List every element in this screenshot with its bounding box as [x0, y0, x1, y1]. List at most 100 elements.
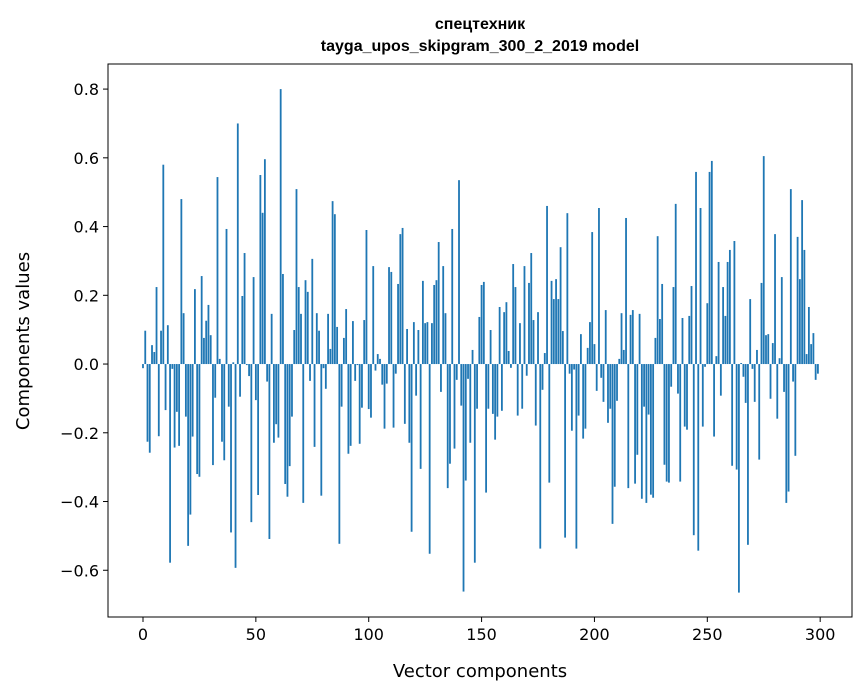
bar-component-183	[555, 279, 557, 365]
bar-component-216	[629, 314, 632, 365]
bar-component-104	[376, 354, 379, 365]
bar-component-282	[778, 358, 781, 365]
bar-component-97	[361, 364, 363, 408]
bar-component-143	[464, 364, 467, 481]
bar-component-44	[241, 295, 244, 365]
bar-component-17	[180, 199, 183, 365]
bar-component-226	[652, 364, 655, 498]
bar-component-65	[288, 364, 291, 467]
y-axis-label: Components values	[13, 252, 34, 430]
bar-component-131	[437, 242, 440, 365]
bar-component-87	[338, 364, 341, 544]
bar-component-140	[458, 180, 460, 365]
bar-component-182	[552, 299, 555, 365]
bar-component-263	[735, 364, 738, 470]
bar-component-3	[148, 364, 151, 453]
bar-component-270	[751, 364, 754, 369]
bar-component-57	[270, 313, 273, 365]
bar-component-244	[692, 364, 695, 536]
bar-component-122	[417, 330, 420, 365]
bar-component-293	[803, 249, 806, 365]
bar-component-148	[476, 364, 478, 409]
bar-component-159	[500, 364, 503, 411]
y-tick-label: 0.4	[74, 218, 99, 237]
bar-component-236	[674, 203, 677, 365]
bar-component-128	[431, 323, 433, 365]
bar-component-158	[498, 306, 501, 365]
bar-component-20	[187, 364, 190, 546]
bar-component-284	[783, 364, 785, 392]
bar-component-62	[282, 273, 284, 365]
bar-component-195	[582, 364, 585, 439]
bar-component-111	[392, 364, 395, 428]
bar-component-276	[765, 335, 767, 365]
bar-component-288	[792, 364, 794, 382]
bar-component-103	[374, 364, 377, 371]
bar-component-147	[473, 364, 476, 563]
bar-component-134	[444, 313, 447, 365]
bar-component-165	[514, 287, 517, 365]
bar-component-277	[767, 334, 770, 365]
bar-component-192	[575, 364, 578, 549]
bar-component-23	[194, 289, 196, 365]
bar-component-169	[523, 266, 526, 365]
bar-component-95	[356, 364, 359, 366]
bar-component-123	[419, 364, 422, 469]
bar-component-105	[379, 358, 381, 365]
bar-component-78	[318, 330, 320, 365]
bar-component-173	[532, 320, 535, 365]
bar-component-81	[324, 364, 327, 389]
x-axis-ticks: 0 50 100 150 200 250 300	[138, 617, 835, 644]
bar-component-286	[787, 364, 790, 492]
bar-component-175	[537, 312, 539, 365]
bar-component-224	[647, 364, 650, 415]
bar-component-178	[543, 353, 546, 365]
bar-component-287	[789, 189, 792, 365]
bar-component-205	[604, 310, 607, 365]
bar-component-85	[333, 214, 336, 365]
bar-component-80	[322, 364, 325, 369]
bar-component-278	[769, 364, 772, 399]
bar-component-161	[505, 302, 508, 365]
bar-component-258	[724, 315, 727, 365]
bar-component-51	[257, 364, 260, 495]
bar-component-298	[814, 364, 817, 380]
bar-component-250	[706, 303, 709, 365]
bar-component-33	[216, 177, 219, 365]
bar-component-46	[245, 364, 248, 366]
bar-component-0	[142, 364, 144, 369]
bar-component-262	[733, 241, 736, 365]
bar-component-294	[805, 354, 808, 365]
bar-component-150	[480, 284, 483, 365]
bar-component-99	[365, 230, 368, 365]
bar-component-199	[591, 232, 594, 365]
bar-component-225	[649, 364, 652, 495]
bar-component-86	[336, 326, 339, 365]
bar-component-115	[401, 227, 404, 365]
bar-component-149	[478, 316, 481, 365]
bar-component-174	[534, 364, 537, 426]
bar-component-246	[697, 364, 700, 551]
bar-component-208	[611, 364, 614, 524]
bar-component-48	[250, 364, 253, 523]
bar-component-54	[263, 159, 266, 365]
bar-component-45	[243, 253, 246, 365]
bar-component-291	[798, 279, 801, 365]
bar-component-126	[426, 322, 429, 365]
bar-component-223	[645, 364, 648, 503]
bar-component-73	[306, 291, 309, 365]
bar-component-18	[182, 313, 185, 365]
chart-title-line2: tayga_upos_skipgram_300_2_2019 model	[321, 38, 639, 55]
bar-component-16	[178, 364, 181, 446]
bar-component-255	[717, 261, 720, 365]
bar-component-32	[214, 364, 217, 398]
bar-component-6	[155, 287, 158, 365]
bar-component-152	[485, 364, 487, 493]
bar-component-39	[230, 364, 232, 533]
bar-component-124	[421, 280, 424, 365]
bar-component-145	[469, 364, 472, 443]
bar-component-74	[309, 364, 311, 381]
bar-component-133	[442, 266, 445, 365]
bar-component-153	[487, 364, 490, 409]
bar-component-207	[609, 364, 612, 409]
